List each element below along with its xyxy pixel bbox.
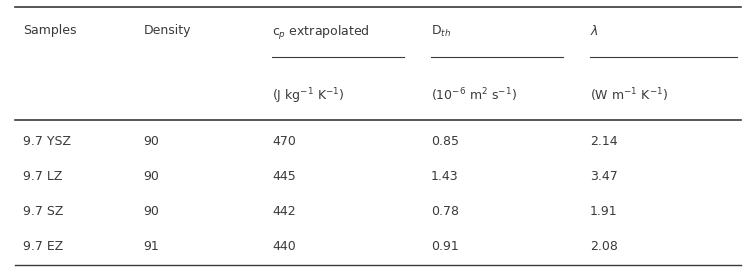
Text: 9.7 LZ: 9.7 LZ: [23, 170, 62, 183]
Text: 9.7 YSZ: 9.7 YSZ: [23, 135, 70, 148]
Text: 440: 440: [272, 240, 296, 253]
Text: 445: 445: [272, 170, 296, 183]
Text: (10$^{-6}$ m$^2$ s$^{-1}$): (10$^{-6}$ m$^2$ s$^{-1}$): [431, 86, 517, 104]
Text: 9.7 SZ: 9.7 SZ: [23, 205, 63, 218]
Text: $\lambda$: $\lambda$: [590, 24, 598, 38]
Text: 91: 91: [144, 240, 160, 253]
Text: 0.91: 0.91: [431, 240, 459, 253]
Text: 1.43: 1.43: [431, 170, 459, 183]
Text: (J kg$^{-1}$ K$^{-1}$): (J kg$^{-1}$ K$^{-1}$): [272, 86, 345, 106]
Text: 90: 90: [144, 205, 160, 218]
Text: 0.85: 0.85: [431, 135, 459, 148]
Text: Density: Density: [144, 24, 191, 37]
Text: 90: 90: [144, 170, 160, 183]
Text: c$_p$ extrapolated: c$_p$ extrapolated: [272, 24, 370, 42]
Text: 9.7 EZ: 9.7 EZ: [23, 240, 63, 253]
Text: (W m$^{-1}$ K$^{-1}$): (W m$^{-1}$ K$^{-1}$): [590, 86, 668, 104]
Text: 0.78: 0.78: [431, 205, 459, 218]
Text: D$_{th}$: D$_{th}$: [431, 24, 451, 39]
Text: 470: 470: [272, 135, 296, 148]
Text: 3.47: 3.47: [590, 170, 618, 183]
Text: 2.14: 2.14: [590, 135, 618, 148]
Text: 1.91: 1.91: [590, 205, 618, 218]
Text: 90: 90: [144, 135, 160, 148]
Text: 2.08: 2.08: [590, 240, 618, 253]
Text: Samples: Samples: [23, 24, 76, 37]
Text: 442: 442: [272, 205, 296, 218]
